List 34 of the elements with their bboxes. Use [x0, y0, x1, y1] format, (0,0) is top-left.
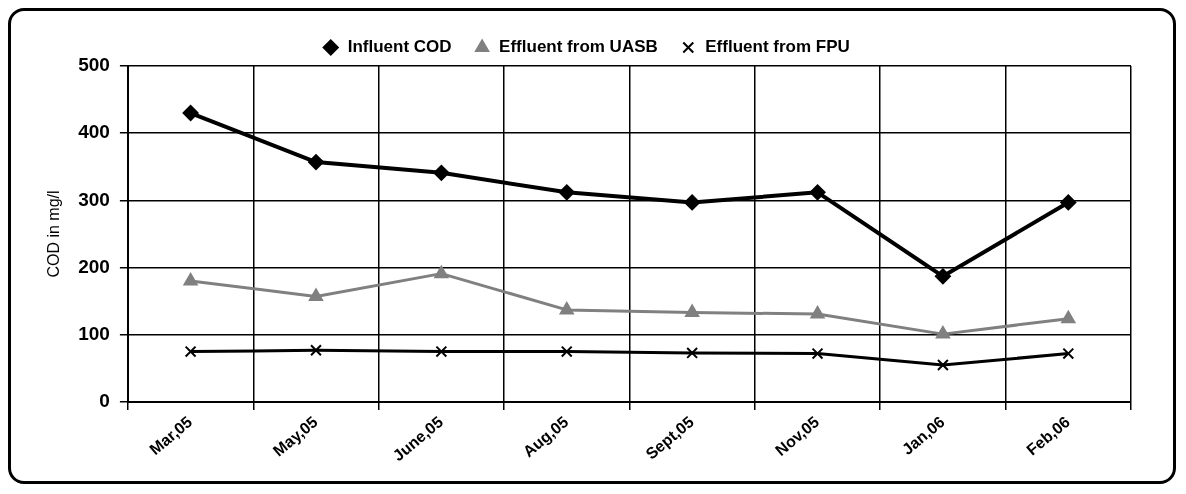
legend-label: Effluent from UASB — [499, 37, 658, 57]
point — [936, 359, 949, 371]
y-tick-label: 300 — [78, 188, 110, 210]
point — [559, 301, 574, 315]
point — [1060, 194, 1077, 211]
y-axis-title: COD in mg/l — [45, 190, 63, 278]
y-tick-label: 0 — [99, 390, 110, 412]
point — [686, 346, 699, 359]
point — [1061, 310, 1076, 324]
point — [935, 326, 950, 339]
point — [934, 268, 951, 285]
y-tick-label: 500 — [78, 54, 110, 76]
point — [684, 194, 701, 211]
point — [435, 345, 448, 358]
point — [685, 304, 700, 318]
legend-label: Effluent from FPU — [705, 37, 850, 57]
point — [433, 164, 450, 181]
point — [308, 288, 324, 301]
y-tick-label: 100 — [78, 323, 110, 345]
point — [560, 345, 573, 358]
point — [810, 305, 825, 319]
point — [184, 345, 197, 358]
point — [182, 105, 199, 122]
legend-label: Influent COD — [347, 37, 452, 57]
point — [183, 273, 198, 286]
point — [307, 154, 324, 171]
y-tick-label: 400 — [78, 121, 110, 143]
point — [811, 347, 824, 360]
point — [558, 184, 575, 201]
point — [809, 184, 826, 201]
point — [310, 344, 322, 357]
point — [1062, 347, 1075, 360]
y-tick-label: 200 — [78, 255, 110, 277]
point — [434, 265, 449, 279]
